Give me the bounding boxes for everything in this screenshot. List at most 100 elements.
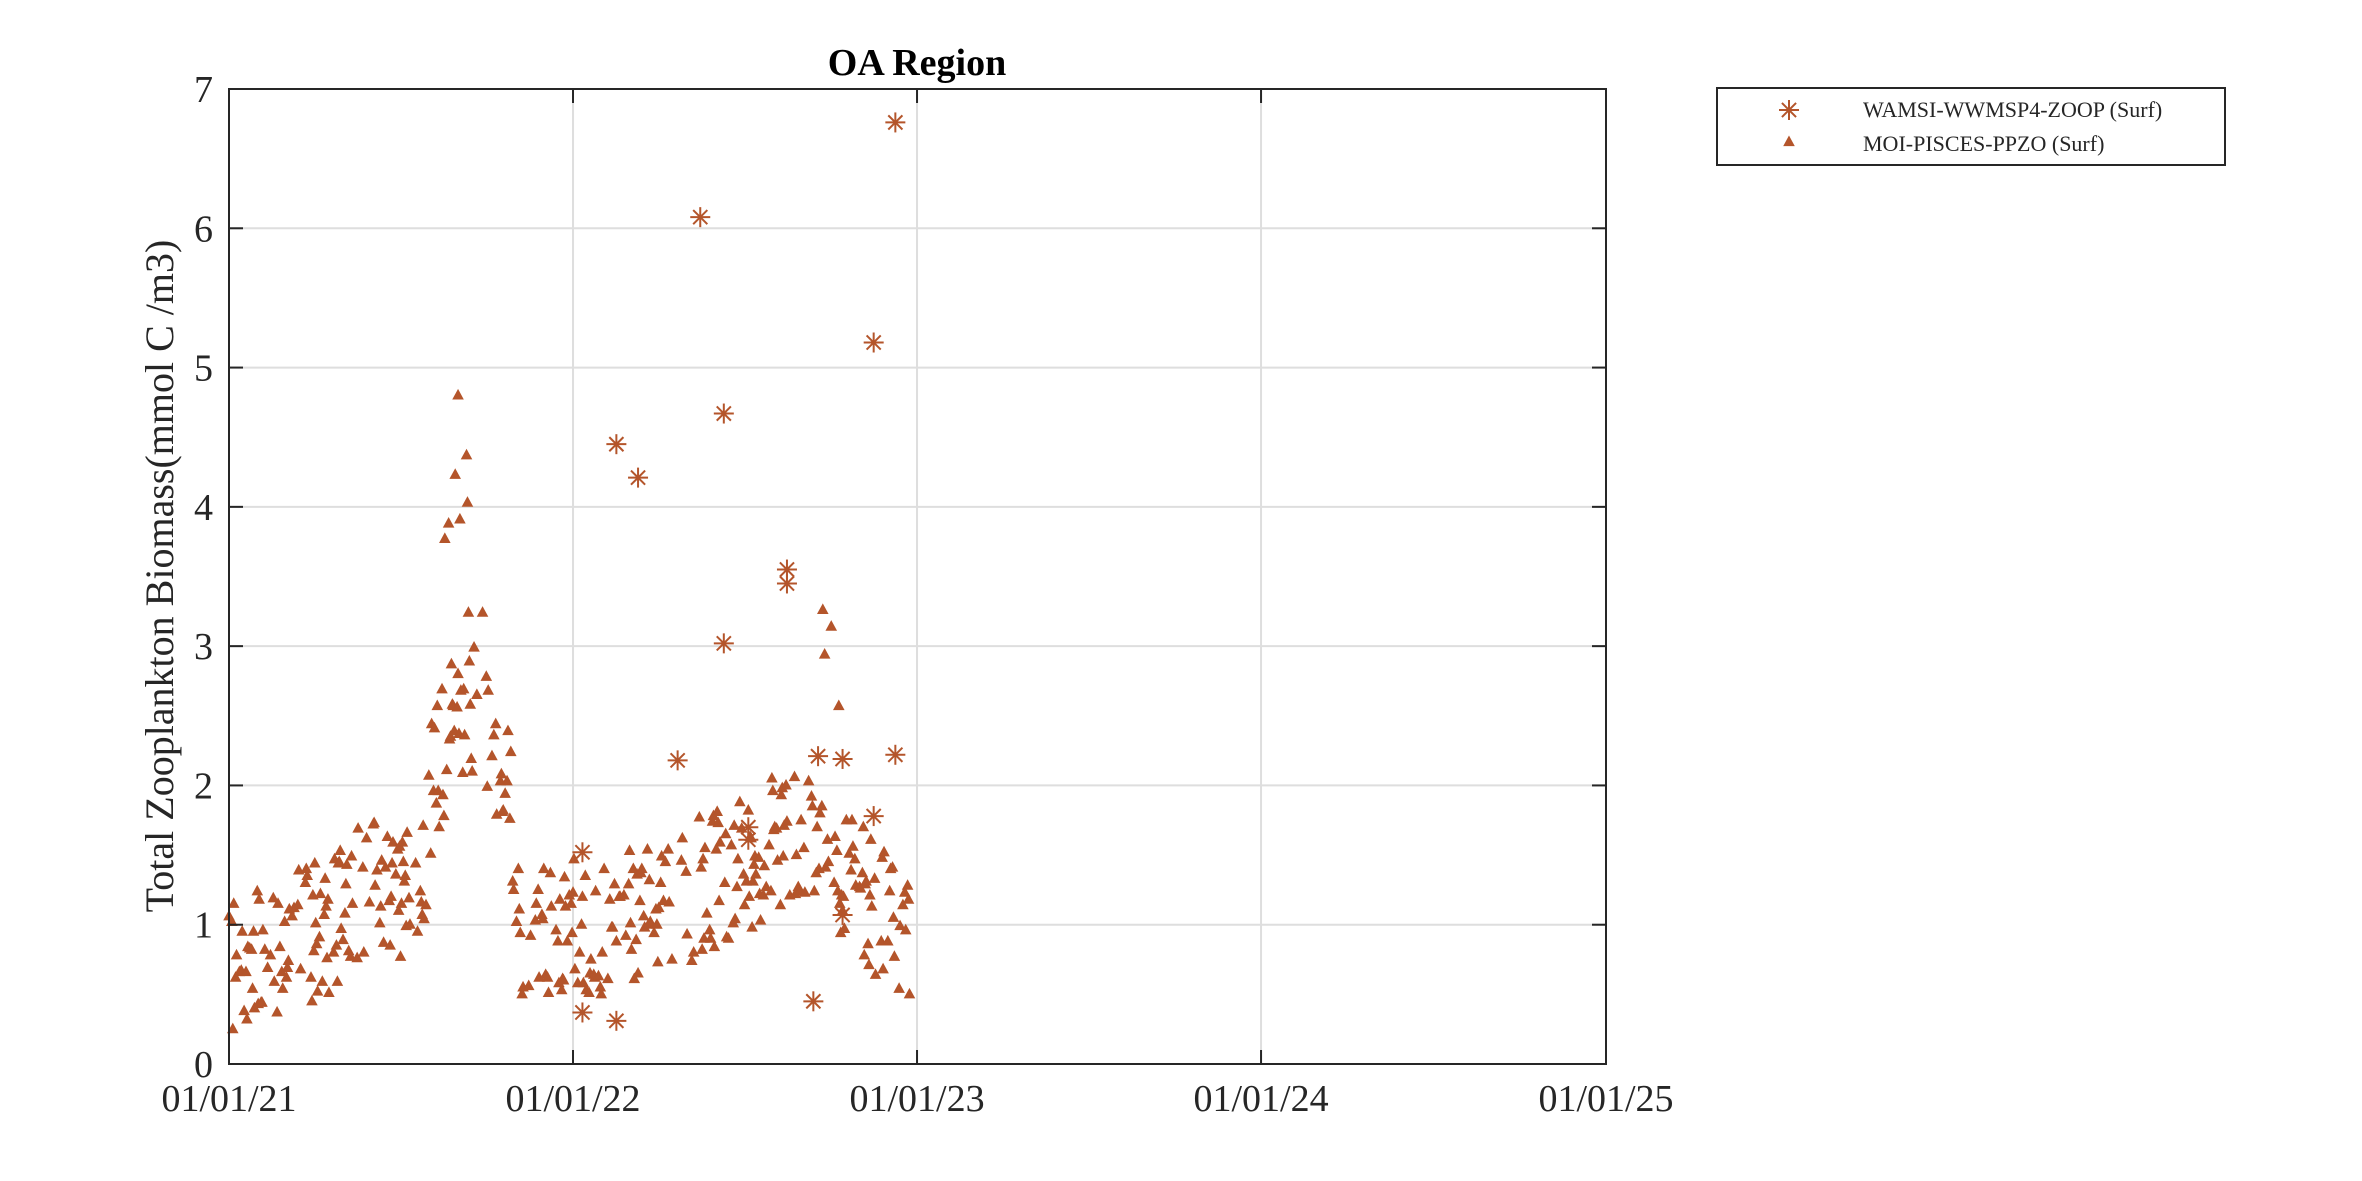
triangle-point: [464, 698, 477, 709]
triangle-point: [865, 833, 877, 844]
asterisk-point: [713, 633, 734, 654]
triangle-point: [831, 844, 843, 855]
y-tick-label: 2: [194, 765, 213, 807]
triangle-point: [321, 951, 333, 963]
triangle-point: [655, 849, 668, 861]
triangle-point: [439, 532, 451, 543]
triangle-point: [636, 862, 648, 874]
triangle-point: [806, 799, 819, 811]
triangle-point: [411, 925, 424, 936]
triangle-point: [760, 880, 773, 892]
triangle-point: [497, 803, 510, 815]
triangle-point: [819, 861, 832, 872]
triangle-point: [319, 872, 331, 883]
triangle-point: [507, 883, 520, 894]
triangle-point: [598, 862, 610, 874]
triangle-point: [486, 749, 498, 761]
triangle-point: [606, 920, 619, 932]
triangle-point: [561, 934, 574, 946]
triangle-point: [864, 888, 876, 900]
asterisk-point: [776, 573, 797, 594]
triangle-point: [808, 884, 821, 896]
triangle-point: [897, 898, 909, 910]
triangle-point: [522, 979, 535, 991]
triangle-point: [278, 915, 291, 927]
triangle-point: [433, 820, 445, 832]
asterisk-point: [885, 744, 906, 765]
triangle-point: [384, 939, 396, 950]
triangle-point: [847, 840, 859, 851]
triangle-point: [369, 879, 381, 890]
triangle-point: [798, 841, 810, 853]
triangle-point: [825, 620, 838, 631]
triangle-point: [403, 891, 415, 903]
triangle-point: [708, 940, 721, 952]
triangle-point: [652, 955, 664, 967]
triangle-point: [390, 868, 402, 879]
triangle-point: [404, 918, 416, 929]
triangle-point: [397, 855, 410, 867]
triangle-point: [567, 886, 579, 897]
triangle-point: [886, 861, 899, 872]
triangle-point: [377, 936, 390, 947]
triangle-point: [438, 809, 450, 821]
legend: WAMSI-WWMSP4-ZOOP (Surf) MOI-PISCES-PPZO…: [1716, 87, 2226, 166]
triangle-point: [766, 771, 778, 783]
triangle-point: [280, 971, 293, 982]
triangle-point: [306, 994, 318, 1006]
triangle-point: [648, 926, 660, 938]
triangle-point: [695, 861, 707, 872]
triangle-point: [431, 699, 444, 711]
triangle-point: [788, 770, 801, 782]
triangle-point: [286, 909, 298, 921]
triangle-point: [512, 862, 525, 874]
triangle-point: [680, 865, 692, 876]
triangle-point: [814, 806, 826, 818]
triangle-point: [608, 877, 621, 889]
triangle-point: [530, 897, 543, 908]
triangle-point: [697, 852, 709, 864]
triangle-point: [837, 890, 850, 901]
y-tick-label: 6: [194, 208, 213, 250]
triangle-point: [828, 876, 840, 888]
triangle-point: [261, 961, 274, 972]
triangle-point: [363, 895, 376, 907]
triangle-point: [625, 943, 638, 954]
asterisk-point: [863, 806, 884, 827]
triangle-point: [583, 986, 595, 998]
triangle-point: [437, 788, 449, 800]
triangle-point: [245, 943, 258, 954]
triangle-point: [818, 647, 831, 659]
triangle-point: [480, 670, 493, 681]
triangle-point: [368, 816, 380, 828]
triangle-point: [795, 813, 807, 825]
triangle-point: [387, 835, 399, 847]
triangle-point: [775, 788, 788, 800]
triangle-point: [767, 784, 779, 796]
triangle-point: [394, 950, 407, 961]
triangle-point: [857, 820, 870, 832]
y-tick-label: 3: [194, 626, 213, 668]
triangle-point: [457, 682, 470, 694]
triangle-point: [489, 717, 502, 729]
triangle-point: [542, 986, 555, 998]
triangle-point: [301, 869, 314, 881]
triangle-point: [452, 667, 464, 679]
triangle-point: [877, 962, 889, 974]
triangle-point: [374, 916, 386, 928]
triangle-point: [541, 971, 554, 982]
triangle-point: [264, 948, 277, 960]
triangle-point: [843, 847, 855, 858]
triangle-point: [569, 962, 581, 974]
triangle-point: [846, 813, 858, 825]
triangle-point: [750, 868, 762, 879]
triangle-point: [743, 890, 756, 901]
triangle-point: [502, 724, 514, 736]
triangle-point: [620, 929, 632, 940]
y-tick-label: 7: [194, 69, 213, 111]
triangle-point: [777, 849, 789, 861]
y-axis-title: Total Zooplankton Biomass(mmol C /m3): [137, 240, 182, 913]
triangle-point: [532, 883, 544, 894]
triangle-point: [476, 606, 489, 617]
triangle-point: [829, 830, 841, 842]
